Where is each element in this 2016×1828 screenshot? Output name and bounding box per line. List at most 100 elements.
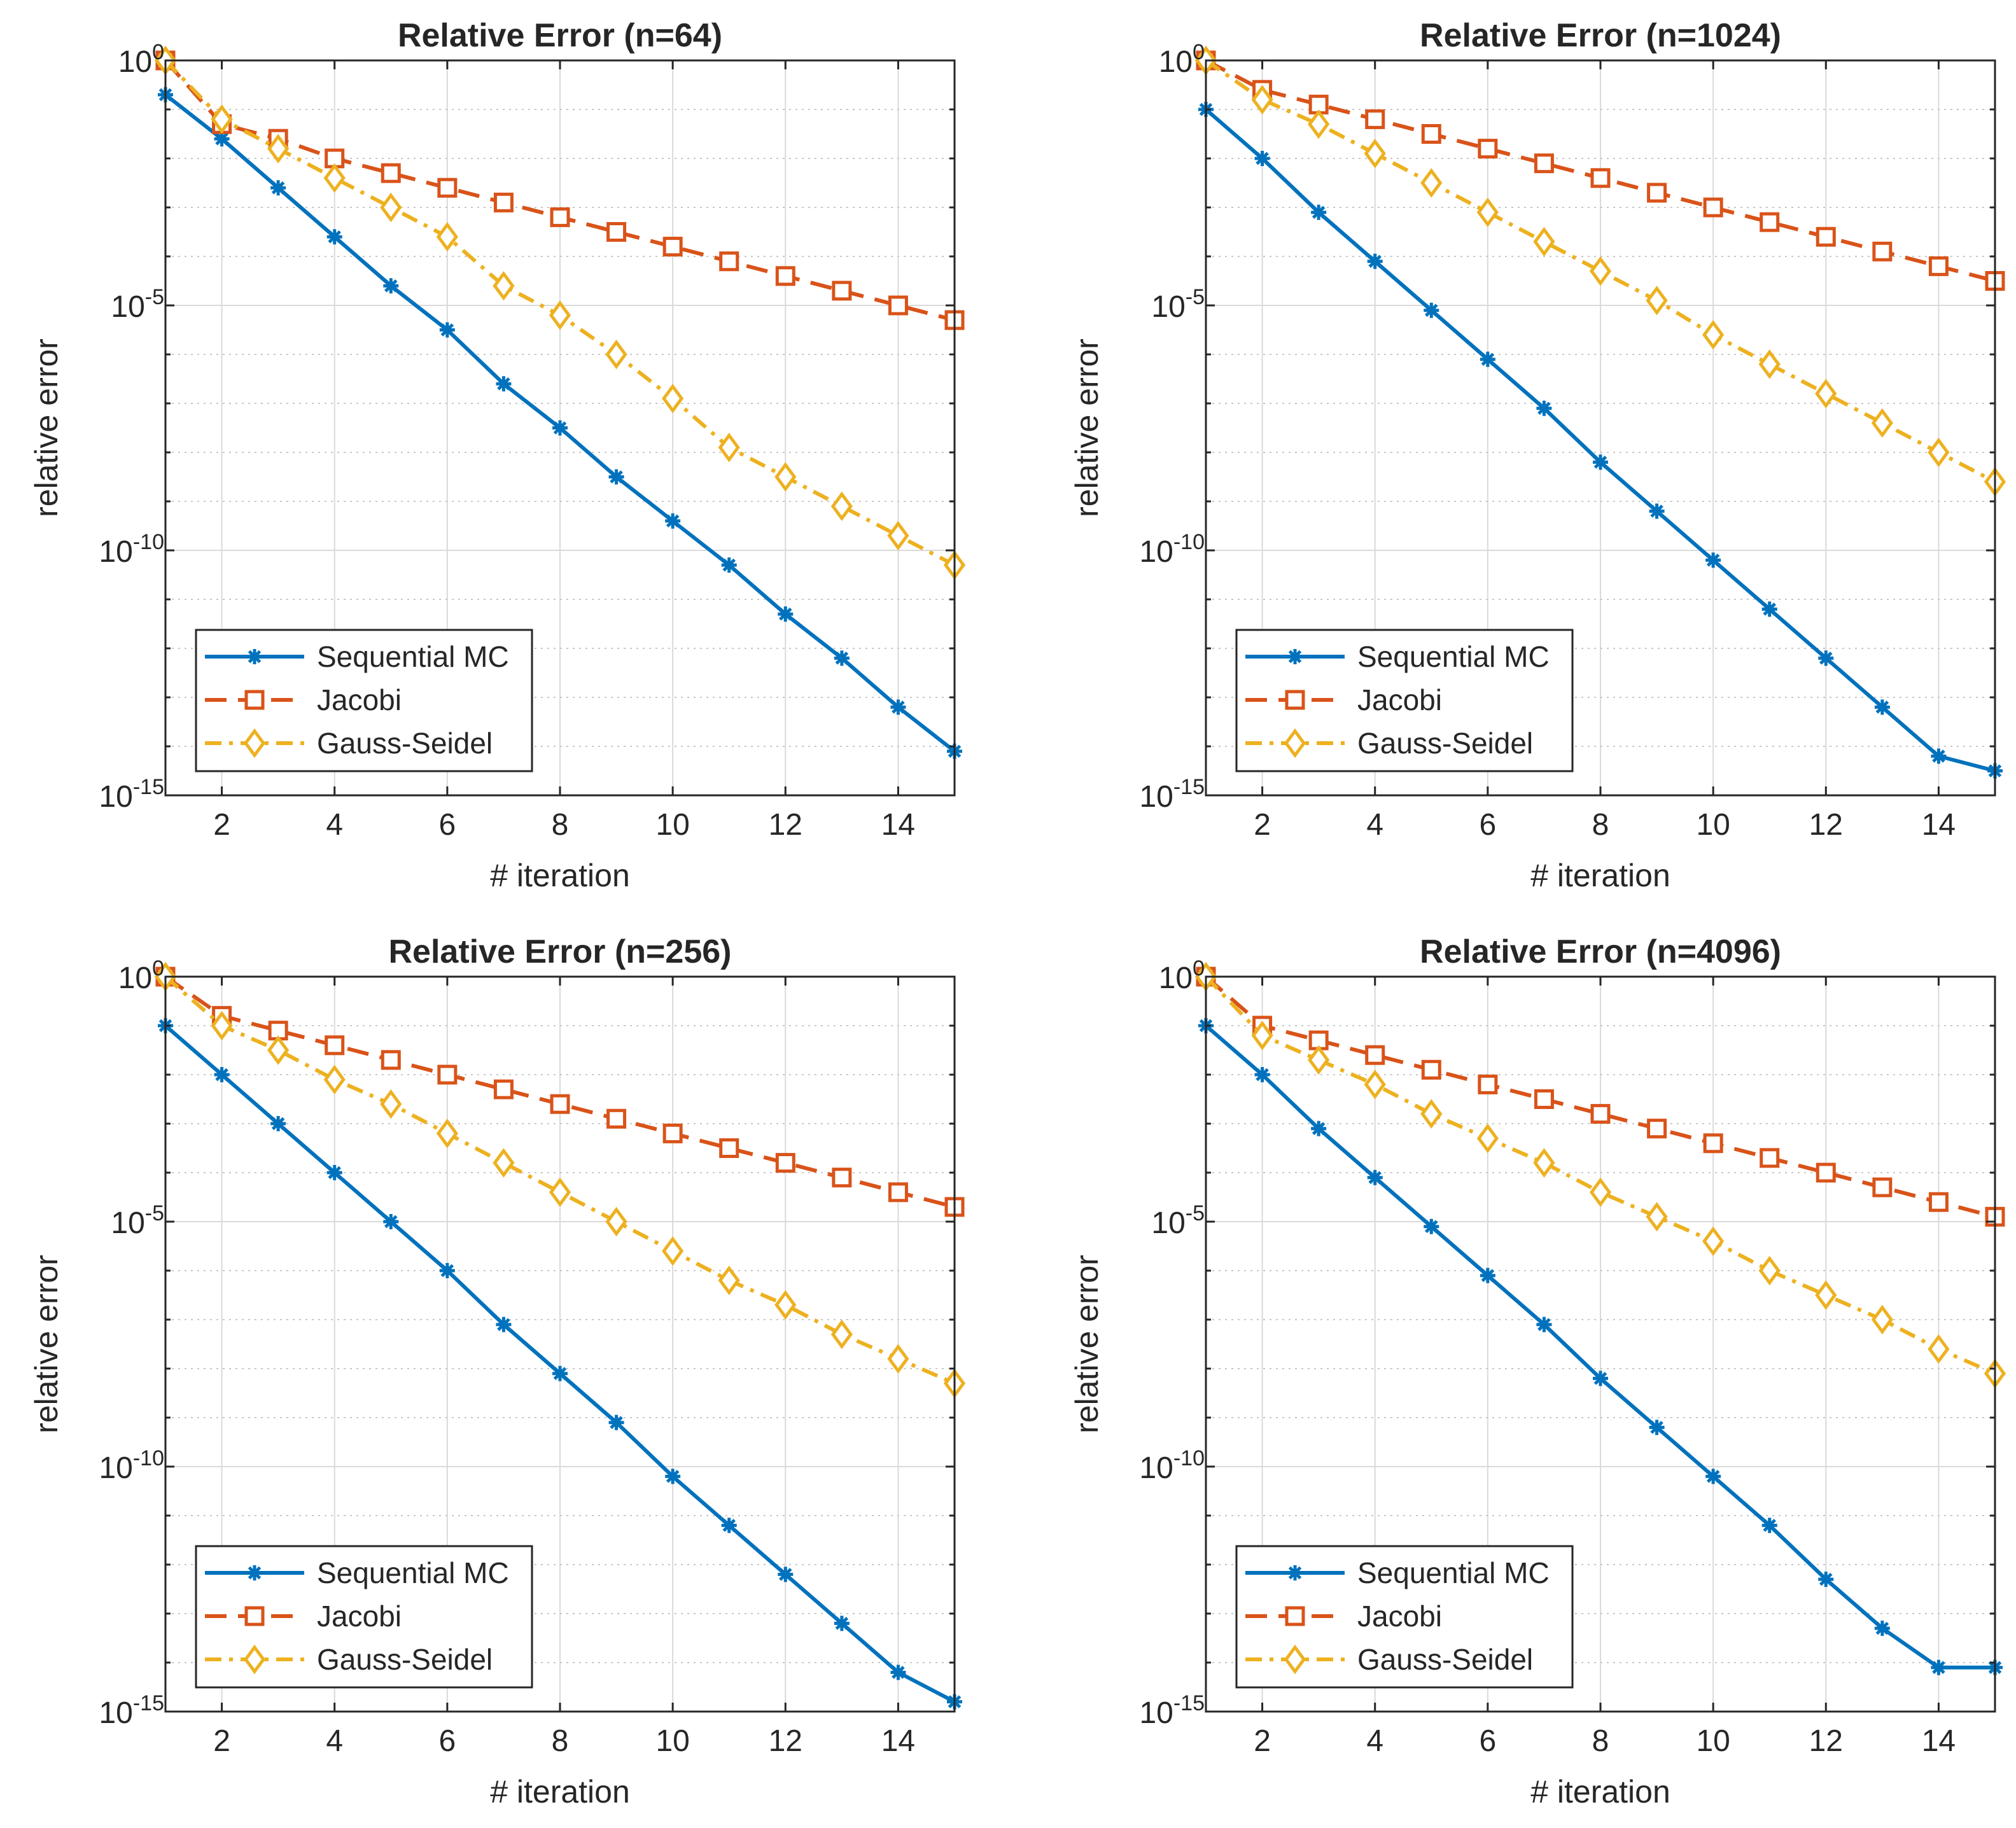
x-tick-label: 4	[326, 808, 343, 842]
legend-marker-gauss_seidel	[1284, 728, 1306, 758]
legend-label-gauss_seidel: Gauss-Seidel	[1357, 1643, 1533, 1676]
data-point-gauss_seidel	[549, 300, 571, 330]
data-point-sequential-stroke-3	[440, 323, 454, 337]
data-point-gauss_seidel	[774, 1290, 797, 1320]
data-point-sequential-stroke-3	[1425, 1220, 1438, 1233]
data-point-jacobi	[662, 1123, 683, 1143]
data-point-sequential-stroke-3	[1593, 456, 1607, 469]
data-point-sequential	[1705, 1469, 1721, 1484]
x-tick-label: 10	[1696, 808, 1730, 842]
legend-label-jacobi: Jacobi	[317, 683, 402, 716]
data-point-sequential-stroke-3	[1875, 701, 1889, 714]
data-point-gauss_seidel	[605, 1206, 627, 1237]
chart-title: Relative Error (n=64)	[398, 17, 722, 54]
data-point-gauss_seidel	[267, 1035, 290, 1065]
y-axis-label: relative error	[1069, 1255, 1105, 1434]
data-point-sequential	[1311, 204, 1327, 220]
data-point-sequential	[496, 1316, 512, 1332]
data-point-sequential	[270, 180, 286, 196]
data-point-sequential	[721, 1518, 737, 1533]
legend-marker-sequential-stroke-3	[1288, 650, 1302, 664]
data-point-jacobi	[719, 251, 739, 272]
y-axis-label: relative error	[29, 1255, 64, 1434]
legend-label-gauss_seidel: Gauss-Seidel	[317, 727, 493, 760]
series-sequential	[158, 1018, 962, 1710]
data-point-jacobi	[832, 281, 852, 301]
data-point-sequential	[1254, 151, 1270, 166]
y-tick-label: 10-10	[1139, 530, 1205, 569]
x-tick-label: 8	[1592, 808, 1609, 842]
data-point-sequential	[1424, 1218, 1439, 1234]
chart-title: Relative Error (n=1024)	[1420, 17, 1781, 54]
data-point-sequential-stroke-3	[722, 558, 736, 572]
data-point-sequential	[834, 1615, 850, 1631]
legend-marker-jacobi	[1285, 690, 1305, 710]
y-tick-label: 10-15	[99, 1691, 164, 1730]
data-point-gauss_seidel	[830, 491, 853, 521]
data-point-sequential	[721, 557, 737, 573]
legend-marker-sequential-stroke-3	[248, 1566, 262, 1580]
x-tick-label: 14	[881, 1724, 915, 1758]
data-point-sequential	[552, 420, 568, 436]
data-point-gauss_seidel	[1646, 1202, 1668, 1232]
data-point-jacobi	[606, 1108, 627, 1129]
y-tick-label: 10-15	[99, 775, 164, 814]
x-axis-label: # iteration	[490, 858, 630, 893]
series-sequential	[158, 87, 962, 759]
data-point-gauss_seidel	[323, 1064, 346, 1094]
data-point-sequential-stroke-3	[1537, 1318, 1551, 1331]
legend: Sequential MC Jacobi Gauss-Seidel	[195, 629, 533, 772]
data-point-jacobi	[888, 1182, 908, 1203]
legend-label-sequential: Sequential MC	[1357, 1556, 1550, 1589]
data-point-gauss_seidel	[380, 192, 402, 223]
chart-panel-1: 2 4 6 8 10 12 14 100 10-5 10-10 10-15 Relative Erro…	[1069, 17, 2006, 893]
data-point-gauss_seidel	[436, 221, 458, 252]
data-point-sequential	[270, 1116, 286, 1131]
data-point-sequential	[665, 513, 681, 529]
data-point-sequential-stroke-3	[610, 470, 623, 484]
data-point-gauss_seidel	[211, 1010, 233, 1041]
data-point-jacobi	[1590, 1104, 1611, 1124]
data-point-jacobi	[1478, 139, 1498, 159]
data-point-sequential-stroke-3	[215, 132, 228, 146]
data-point-gauss_seidel	[1871, 408, 1893, 438]
y-tick-label: 10-10	[99, 1446, 164, 1485]
y-tick-label: 100	[118, 40, 164, 79]
data-point-sequential-stroke-3	[497, 377, 510, 391]
data-point-gauss_seidel	[1308, 1045, 1330, 1075]
x-axis-label: # iteration	[1530, 1774, 1670, 1810]
legend: Sequential MC Jacobi Gauss-Seidel	[195, 1545, 533, 1689]
data-point-sequential-stroke-3	[1706, 554, 1720, 567]
legend-marker-jacobi	[244, 690, 265, 710]
data-point-sequential	[1874, 699, 1890, 715]
x-tick-label: 12	[1809, 1724, 1843, 1758]
chart-panel-2: 2 4 6 8 10 12 14 100 10-5 10-10 10-15 Relative Erro…	[29, 933, 966, 1810]
data-point-jacobi	[493, 1079, 514, 1099]
data-point-sequential-stroke-3	[779, 607, 792, 621]
data-point-gauss_seidel	[1758, 1255, 1781, 1286]
data-point-sequential	[496, 376, 512, 392]
data-point-sequential	[326, 1165, 342, 1180]
data-point-sequential	[1424, 302, 1439, 318]
legend-marker-sequential	[1287, 649, 1303, 664]
data-point-jacobi	[1872, 241, 1893, 262]
legend-marker-gauss_seidel	[1284, 1644, 1306, 1675]
data-point-gauss_seidel	[1251, 85, 1273, 115]
data-point-sequential	[1593, 1371, 1608, 1386]
data-point-jacobi	[325, 1035, 345, 1056]
data-point-jacobi	[606, 222, 627, 242]
legend-marker-sequential-stroke-3	[248, 650, 262, 664]
series-gauss_seidel	[154, 961, 966, 1399]
legend: Sequential MC Jacobi Gauss-Seidel	[1235, 629, 1574, 772]
data-point-jacobi	[1421, 1059, 1441, 1080]
data-point-sequential-stroke-3	[666, 1470, 680, 1483]
data-point-sequential-stroke-3	[271, 181, 285, 195]
data-point-sequential-stroke-3	[722, 1519, 736, 1532]
data-point-jacobi	[381, 163, 401, 183]
data-point-sequential	[1705, 552, 1721, 568]
data-point-gauss_seidel	[1251, 1021, 1273, 1050]
data-point-sequential-stroke-3	[328, 230, 341, 244]
x-tick-label: 6	[1480, 1724, 1497, 1758]
data-point-jacobi	[437, 1064, 458, 1085]
